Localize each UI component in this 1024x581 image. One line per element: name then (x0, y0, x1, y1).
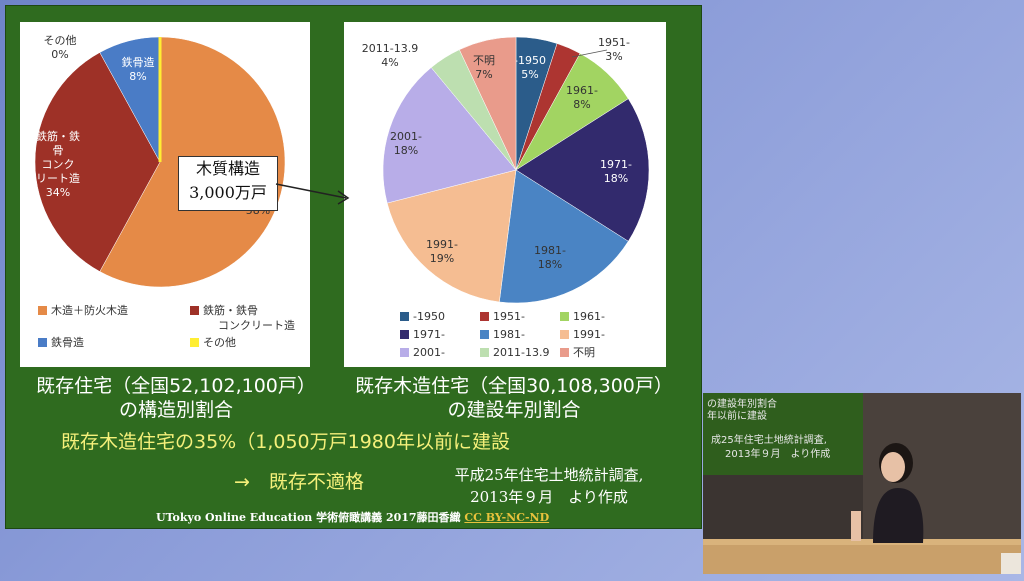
video-projection-screen: の建設年別割合 年以前に建設 成25年住宅土地統計調査, 2013年９月 より作… (703, 393, 863, 475)
caption-right-line-2: の建設年別割合 (447, 399, 581, 421)
legend-label-4: 1981- (493, 328, 525, 341)
slice-label-8: 不明 7% (473, 54, 495, 81)
callout-line-1: 木質構造 (195, 159, 260, 178)
wood-structure-callout: 木質構造 3,000万戸 (178, 156, 278, 211)
caption-right: 既存木造住宅（全国30,108,300戸） の建設年別割合 (344, 374, 684, 422)
legend-label-2: 鉄骨造 (51, 335, 84, 349)
footer-text: UTokyo Online Education 学術俯瞰講義 2017藤田香織 (156, 511, 461, 524)
legend-label-2: 1961- (573, 310, 605, 323)
video-text-1: の建設年別割合 (707, 399, 777, 410)
pie-slice-6 (382, 67, 517, 204)
video-text-2: 年以前に建設 (707, 411, 767, 422)
slide: 58%鉄筋・鉄骨コンクリート造34%鉄骨造8%その他0%木造＋防火木造鉄筋・鉄骨… (5, 5, 702, 529)
callout-line-2: 3,000万戸 (189, 183, 267, 202)
caption-right-line-1: 既存木造住宅（全国30,108,300戸） (355, 375, 673, 397)
speaker-figure (703, 393, 1021, 574)
pie-slice-1 (34, 52, 161, 272)
slice-label-0: -1950 5% (514, 54, 546, 81)
caption-left-line-2: の構造別割合 (118, 399, 233, 421)
legend-swatch-0 (400, 312, 409, 321)
legend-swatch-2 (38, 338, 47, 347)
construction-year-chart-panel: -1950 5% 1951-3% 1961-8% 1971-18% 1981-18% 199… (344, 22, 666, 367)
pie-slice-8 (459, 36, 517, 171)
legend-label-0: 木造＋防火木造 (51, 303, 128, 317)
license-link[interactable]: CC BY-NC-ND (464, 511, 550, 524)
construction-year-pie-chart: -1950 5% 1951-3%1961-8% 1971-18% 1981-18% 199… (362, 36, 650, 359)
source-note: 平成25年住宅土地統計調査, 2013年９月 より作成 (414, 464, 684, 508)
legend-swatch-3 (190, 338, 199, 347)
slice-label-1: 1951-3% (598, 36, 630, 63)
legend-swatch-3 (400, 330, 409, 339)
legend-label-1: 鉄筋・鉄骨コンクリート造 (203, 303, 295, 332)
slice-label-7: 2011-13.9 4% (362, 42, 418, 69)
legend-label-6: 2001- (413, 346, 445, 359)
slice-label-2: 鉄骨造 8% (122, 55, 155, 83)
legend-swatch-1 (480, 312, 489, 321)
arrow-text: → 既存不適格 (234, 471, 364, 493)
speaker-video: の建設年別割合 年以前に建設 成25年住宅土地統計調査, 2013年９月 より作… (703, 393, 1021, 574)
footer: UTokyo Online Education 学術俯瞰講義 2017藤田香織 … (156, 509, 549, 525)
legend-swatch-2 (560, 312, 569, 321)
legend-swatch-4 (480, 330, 489, 339)
legend-swatch-0 (38, 306, 47, 315)
caption-left-line-1: 既存住宅（全国52,102,100戸） (36, 375, 316, 397)
legend-swatch-7 (480, 348, 489, 357)
video-text-3: 成25年住宅土地統計調査, (711, 435, 827, 446)
callout-arrow (275, 183, 350, 205)
video-text-4: 2013年９月 より作成 (725, 449, 831, 460)
legend-label-3: その他 (203, 336, 236, 349)
legend-swatch-8 (560, 348, 569, 357)
slice-label-1: 鉄筋・鉄骨コンクリート造 34% (36, 129, 80, 199)
pie-slice-5 (386, 169, 517, 303)
legend-swatch-1 (190, 306, 199, 315)
leader-line (571, 49, 608, 58)
legend-label-7: 2011-13.9 (493, 346, 549, 359)
legend-label-3: 1971- (413, 328, 445, 341)
slice-label-5: 1991-19% (426, 238, 458, 265)
legend-label-1: 1951- (493, 310, 525, 323)
slice-label-2: 1961-8% (566, 84, 598, 111)
legend-label-5: 1991- (573, 328, 605, 341)
legend-swatch-5 (560, 330, 569, 339)
pie-slice-3 (515, 98, 650, 242)
legend-swatch-6 (400, 348, 409, 357)
source-line-2: 2013年９月 より作成 (470, 488, 628, 506)
legend-label-0: -1950 (413, 310, 445, 323)
pie-slice-4 (499, 169, 629, 304)
source-line-1: 平成25年住宅土地統計調査, (454, 466, 644, 484)
legend-label-8: 不明 (573, 346, 595, 359)
slice-label-6: 2001-18% (390, 130, 422, 157)
slice-label-4: 1981-18% (534, 244, 566, 271)
highlight-text: 既存木造住宅の35%（1,050万戸1980年以前に建設 (61, 431, 510, 453)
slice-label-3: その他 0% (44, 34, 77, 61)
slice-label-3: 1971-18% (600, 158, 632, 185)
caption-left: 既存住宅（全国52,102,100戸） の構造別割合 (16, 374, 336, 422)
